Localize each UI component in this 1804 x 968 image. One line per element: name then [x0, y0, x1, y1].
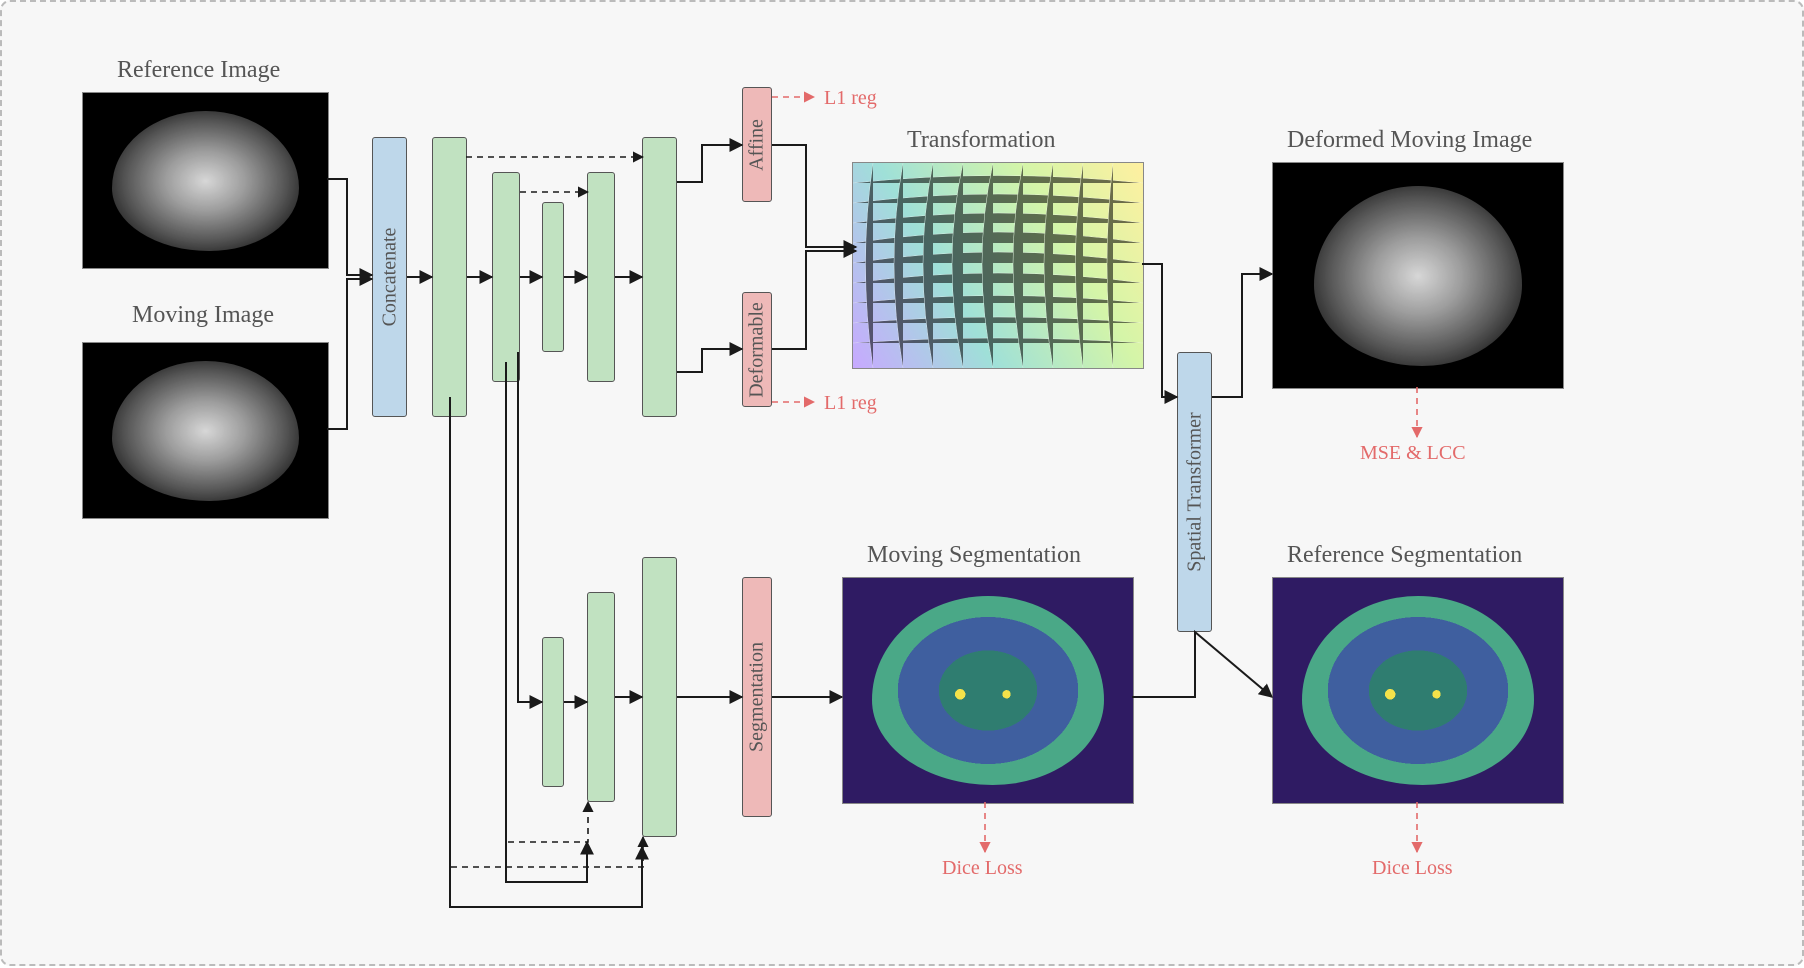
- label-reference-image: Reference Image: [117, 57, 280, 84]
- label-moving-segmentation: Moving Segmentation: [867, 542, 1081, 569]
- segmentation-label: Segmentation: [746, 642, 769, 752]
- spatial-transformer-block: Spatial Transformer: [1177, 352, 1212, 632]
- label-transformation: Transformation: [907, 127, 1055, 154]
- encoder-3: [542, 202, 564, 352]
- segmentation-block: Segmentation: [742, 577, 772, 817]
- loss-l1-bottom: L1 reg: [824, 392, 877, 415]
- loss-l1-top: L1 reg: [824, 87, 877, 110]
- deformable-label: Deformable: [746, 302, 769, 398]
- diagram-canvas: Reference Image Moving Image Transformat…: [0, 0, 1804, 966]
- moving-segmentation-image: [842, 577, 1134, 804]
- label-reference-segmentation: Reference Segmentation: [1287, 542, 1522, 569]
- seg-decoder-3: [542, 637, 564, 787]
- reference-segmentation-image: [1272, 577, 1564, 804]
- deformed-moving-image: [1272, 162, 1564, 389]
- affine-block: Affine: [742, 87, 772, 202]
- decoder-top-2: [587, 172, 615, 382]
- affine-label: Affine: [746, 119, 769, 171]
- concatenate-label: Concatenate: [378, 228, 401, 327]
- moving-image: [82, 342, 329, 519]
- transformation-image: [852, 162, 1144, 369]
- deformable-block: Deformable: [742, 292, 772, 407]
- loss-dice-2: Dice Loss: [1372, 857, 1453, 880]
- decoder-top-1: [642, 137, 677, 417]
- label-deformed-moving-image: Deformed Moving Image: [1287, 127, 1532, 154]
- reference-image: [82, 92, 329, 269]
- encoder-2: [492, 172, 520, 382]
- loss-mse-lcc: MSE & LCC: [1360, 442, 1466, 465]
- loss-dice-1: Dice Loss: [942, 857, 1023, 880]
- concatenate-block: Concatenate: [372, 137, 407, 417]
- label-moving-image: Moving Image: [132, 302, 274, 329]
- seg-decoder-2: [587, 592, 615, 802]
- encoder-1: [432, 137, 467, 417]
- seg-decoder-1: [642, 557, 677, 837]
- spatial-transformer-label: Spatial Transformer: [1183, 412, 1206, 571]
